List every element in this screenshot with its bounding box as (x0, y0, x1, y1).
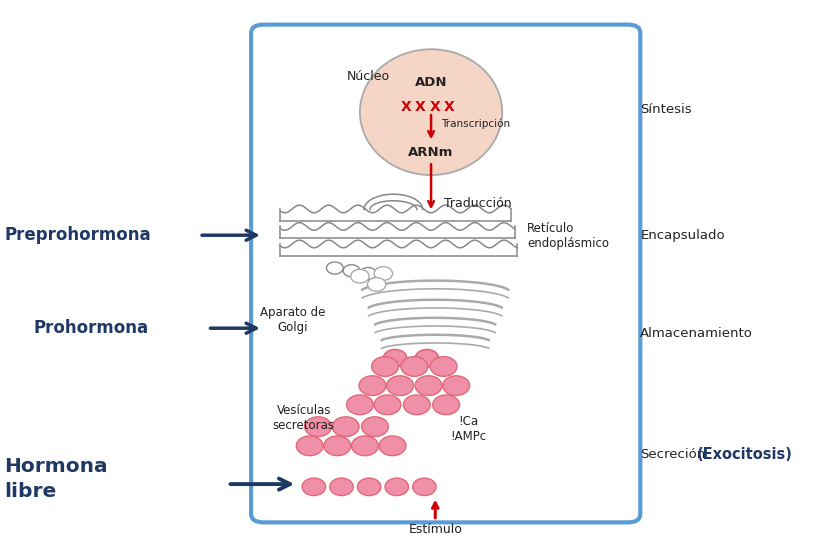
Ellipse shape (326, 262, 343, 274)
Text: Retículo
endoplásmico: Retículo endoplásmico (527, 222, 609, 251)
Ellipse shape (371, 357, 398, 376)
Text: Prohormona: Prohormona (33, 319, 149, 337)
Ellipse shape (361, 417, 388, 437)
Ellipse shape (386, 376, 413, 395)
Ellipse shape (351, 436, 378, 456)
Text: Estímulo: Estímulo (408, 523, 461, 536)
Ellipse shape (400, 357, 427, 376)
Text: Preprohormona: Preprohormona (4, 226, 150, 244)
Ellipse shape (346, 395, 373, 415)
Ellipse shape (367, 277, 385, 291)
Text: Encapsulado: Encapsulado (640, 229, 724, 242)
Text: Síntesis: Síntesis (640, 103, 691, 116)
Ellipse shape (379, 436, 405, 456)
Text: X: X (430, 100, 440, 114)
Text: Vesículas
secretoras: Vesículas secretoras (273, 404, 334, 433)
Text: Aparato de
Golgi: Aparato de Golgi (260, 306, 325, 334)
Ellipse shape (296, 436, 323, 456)
Text: Secreción: Secreción (640, 447, 705, 461)
Ellipse shape (415, 350, 438, 367)
Text: Hormona
libre: Hormona libre (4, 457, 108, 501)
Text: X: X (400, 100, 410, 114)
Text: Transcripción: Transcripción (441, 119, 510, 130)
Text: Traducción: Traducción (443, 197, 511, 210)
Ellipse shape (432, 395, 459, 415)
Ellipse shape (403, 395, 430, 415)
Ellipse shape (415, 376, 441, 395)
Ellipse shape (329, 478, 353, 496)
Ellipse shape (343, 265, 359, 277)
FancyBboxPatch shape (251, 25, 640, 522)
Ellipse shape (359, 49, 502, 175)
Text: ARNm: ARNm (408, 146, 453, 159)
Ellipse shape (350, 270, 369, 283)
Ellipse shape (385, 478, 408, 496)
Ellipse shape (302, 478, 325, 496)
Text: !Ca
!AMPc: !Ca !AMPc (450, 415, 487, 444)
Ellipse shape (442, 376, 469, 395)
Ellipse shape (374, 267, 392, 280)
Ellipse shape (359, 267, 376, 280)
Ellipse shape (304, 417, 331, 437)
Ellipse shape (383, 350, 406, 367)
Text: (Exocitosis): (Exocitosis) (696, 446, 793, 462)
Text: Núcleo: Núcleo (346, 70, 390, 83)
Ellipse shape (374, 395, 400, 415)
Ellipse shape (357, 478, 380, 496)
Ellipse shape (430, 357, 456, 376)
Text: X: X (415, 100, 425, 114)
Ellipse shape (324, 436, 350, 456)
Ellipse shape (359, 376, 385, 395)
Ellipse shape (412, 478, 436, 496)
Text: X: X (444, 100, 454, 114)
Text: Almacenamiento: Almacenamiento (640, 327, 752, 340)
Text: ADN: ADN (415, 75, 446, 89)
Ellipse shape (332, 417, 359, 437)
